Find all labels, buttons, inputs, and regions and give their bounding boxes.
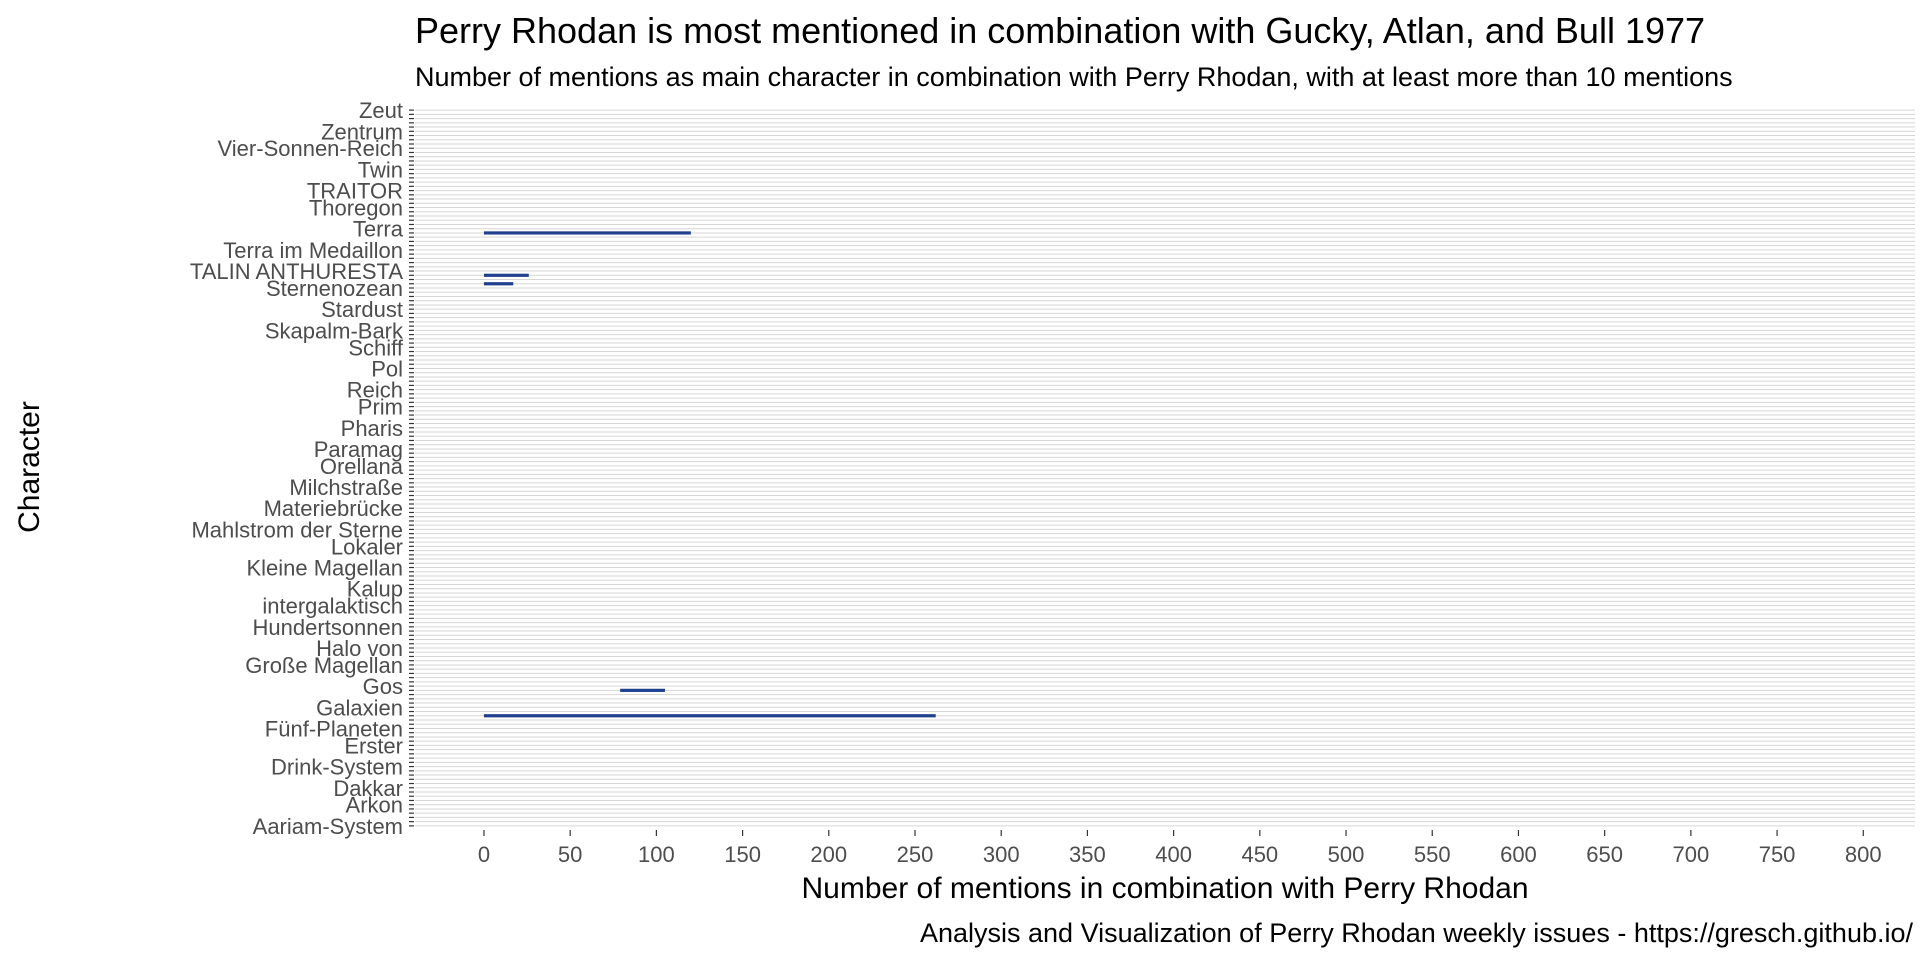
y-tick-label: Sternenozean: [266, 276, 403, 301]
x-tick-label: 150: [724, 842, 761, 867]
x-tick-label: 350: [1069, 842, 1106, 867]
y-tick-label: Kalup: [347, 577, 403, 602]
y-tick-label: Arkon: [346, 793, 403, 818]
y-tick-label: Orellana: [320, 454, 404, 479]
y-tick-label: Erster: [344, 733, 403, 758]
y-tick-label: Skapalm-Bark: [265, 318, 404, 343]
y-tick-label: Lokaler: [331, 534, 403, 559]
y-tick-label: Zentrum: [321, 119, 403, 144]
y-tick-label: intergalaktisch: [262, 594, 403, 619]
x-tick-label: 200: [810, 842, 847, 867]
bar: [620, 688, 665, 692]
y-tick-label: Terra im Medaillon: [223, 238, 403, 263]
y-tick-label: Pharis: [341, 416, 403, 441]
y-tick-label: Aariam-System: [253, 814, 403, 839]
x-tick-label: 650: [1586, 842, 1623, 867]
x-tick-label: 600: [1500, 842, 1537, 867]
y-tick-label: Milchstraße: [289, 475, 403, 500]
x-tick-label: 800: [1845, 842, 1882, 867]
x-tick-label: 300: [983, 842, 1020, 867]
y-tick-label: Galaxien: [316, 695, 403, 720]
y-tick-label: Zeut: [359, 98, 403, 123]
y-tick-label: Materiebrücke: [264, 496, 403, 521]
x-tick-label: 550: [1414, 842, 1451, 867]
x-tick-label: 100: [638, 842, 675, 867]
y-tick-label: Fünf-Planeten: [265, 716, 403, 741]
x-tick-label: 450: [1241, 842, 1278, 867]
x-tick-label: 400: [1155, 842, 1192, 867]
y-tick-label: Reich: [347, 378, 403, 403]
y-tick-label: Stardust: [321, 297, 403, 322]
y-tick-label: Vier-Sonnen-Reich: [218, 136, 403, 161]
bar: [483, 714, 936, 718]
y-tick-label: Paramag: [314, 437, 403, 462]
chart-title: Perry Rhodan is most mentioned in combin…: [415, 10, 1706, 51]
bar: [483, 273, 529, 277]
chart-caption: Analysis and Visualization of Perry Rhod…: [919, 918, 1913, 948]
y-tick-label: Twin: [358, 157, 403, 182]
y-tick-label: Thoregon: [309, 196, 403, 221]
chart-subtitle: Number of mentions as main character in …: [415, 62, 1733, 92]
y-axis-title: Character: [13, 401, 46, 533]
y-tick-label: Gos: [363, 674, 403, 699]
x-tick-label: 50: [558, 842, 582, 867]
bar: [483, 231, 691, 235]
y-tick-label: Mahlstrom der Sterne: [191, 517, 403, 542]
y-tick-label: TALIN ANTHURESTA: [190, 259, 403, 284]
x-tick-label: 700: [1673, 842, 1710, 867]
y-tick-label: Terra: [353, 217, 404, 242]
y-tick-label: Große Magellan: [245, 653, 403, 678]
x-tick-label: 500: [1328, 842, 1365, 867]
y-tick-label: Dakkar: [333, 776, 403, 801]
x-tick-label: 0: [478, 842, 490, 867]
y-tick-label: Schiff: [348, 335, 404, 360]
y-tick-label: Kleine Magellan: [246, 556, 403, 581]
y-tick-label: Hundertsonnen: [253, 615, 403, 640]
x-axis-title: Number of mentions in combination with P…: [801, 872, 1529, 905]
y-tick-label: Halo von: [316, 636, 403, 661]
y-tick-label: Prim: [358, 395, 403, 420]
bar: [483, 282, 514, 286]
x-tick-label: 250: [897, 842, 934, 867]
y-tick-label: Drink-System: [271, 755, 403, 780]
y-tick-label: TRAITOR: [307, 179, 403, 204]
x-tick-label: 750: [1759, 842, 1796, 867]
y-tick-label: Pol: [371, 356, 403, 381]
